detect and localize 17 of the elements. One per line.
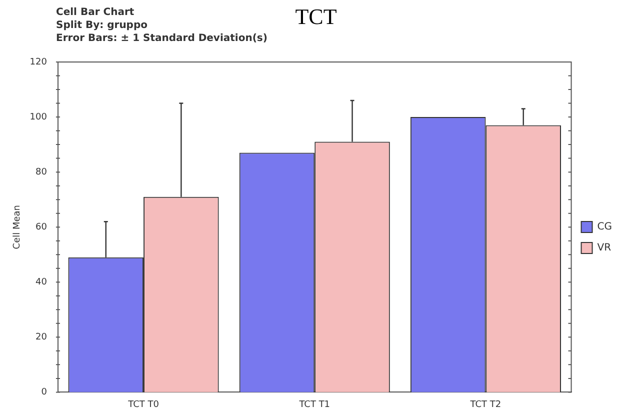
- y-tick-label: 80: [36, 167, 48, 178]
- text: Split By: gruppo: [56, 19, 148, 32]
- y-tick-label: 0: [41, 388, 48, 398]
- chart-title: TCT: [295, 4, 337, 29]
- y-tick-label: 20: [36, 332, 48, 343]
- text: Error Bars: ± 1 Standard Deviation(s): [56, 32, 268, 45]
- legend-label: CG: [597, 222, 612, 233]
- text: Cell Bar Chart: [56, 6, 136, 19]
- x-tick-label: TCT T1: [298, 400, 330, 410]
- y-tick-label: 100: [30, 112, 48, 122]
- x-tick-label: TCT T0: [127, 400, 160, 410]
- x-tick-label: TCT T2: [469, 400, 502, 410]
- y-axis-title: Cell Mean: [12, 204, 23, 250]
- y-tick-label: 60: [36, 222, 48, 232]
- legend-label: VR: [597, 242, 612, 254]
- y-tick-label: 40: [36, 277, 48, 288]
- y-tick-label: 120: [30, 57, 48, 68]
